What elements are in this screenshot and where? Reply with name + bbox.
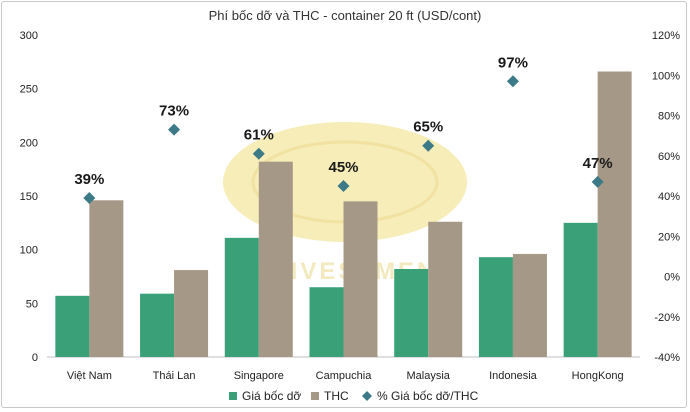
category-label-hongkong: HongKong <box>572 370 624 382</box>
point-pct-viet-nam <box>83 192 96 205</box>
bars-group <box>55 71 632 357</box>
y-right-tick-label: -20% <box>654 312 680 324</box>
y-left-tick-label: 150 <box>20 191 38 203</box>
point-pct-thai-lan <box>168 123 181 136</box>
bar-gia-boc-do-singapore <box>224 237 259 357</box>
bar-thc-thai-lan <box>174 270 209 357</box>
bar-gia-boc-do-indonesia <box>478 257 513 357</box>
y-right-tick-label: 60% <box>658 151 680 163</box>
y-right-tick-label: 40% <box>658 191 680 203</box>
category-label-viet-nam: Việt Nam <box>67 370 112 382</box>
bar-thc-hongkong <box>597 71 632 357</box>
y-right-tick-label: 100% <box>652 70 680 82</box>
category-label-indonesia: Indonesia <box>489 370 538 382</box>
bar-gia-boc-do-hongkong <box>563 222 598 357</box>
point-pct-indonesia <box>506 75 519 88</box>
data-label-pct-viet-nam: 39% <box>74 171 104 188</box>
chart-title: Phí bốc dỡ và THC - container 20 ft (USD… <box>209 8 482 23</box>
legend-label-thc: THC <box>324 389 349 403</box>
data-label-pct-malaysia: 65% <box>413 119 443 136</box>
y-left-tick-label: 250 <box>20 84 38 96</box>
data-label-pct-indonesia: 97% <box>498 54 528 71</box>
y-right-tick-label: -40% <box>654 352 680 364</box>
y-right-tick-label: 0% <box>664 272 680 284</box>
y-right-axis: -40% -20% 0% 20% 40% 60% 80% 100% 120% <box>652 30 680 364</box>
y-left-axis: 0 50 100 150 200 250 300 <box>20 30 38 364</box>
data-label-pct-campuchia: 45% <box>328 159 358 176</box>
legend-label-pct: % Giá bốc dỡ/THC <box>377 389 479 403</box>
bar-thc-campuchia <box>343 201 378 357</box>
point-pct-campuchia <box>337 179 350 192</box>
legend-swatch-gia-boc-do <box>229 392 237 400</box>
y-left-tick-label: 200 <box>20 137 38 149</box>
y-left-tick-label: 50 <box>26 298 38 310</box>
data-label-pct-hongkong: 47% <box>583 155 613 172</box>
y-left-tick-label: 300 <box>20 30 38 42</box>
data-label-pct-thai-lan: 73% <box>159 103 189 120</box>
point-pct-malaysia <box>422 139 435 152</box>
bar-thc-viet-nam <box>89 200 124 357</box>
category-label-singapore: Singapore <box>234 370 284 382</box>
bar-thc-singapore <box>258 161 293 357</box>
y-left-tick-label: 100 <box>20 245 38 257</box>
bar-gia-boc-do-thai-lan <box>140 293 175 357</box>
legend-swatch-pct <box>362 391 372 401</box>
y-right-tick-label: 20% <box>658 231 680 243</box>
y-right-tick-label: 120% <box>652 30 680 42</box>
bar-thc-indonesia <box>512 253 547 357</box>
legend-swatch-thc <box>311 392 319 400</box>
point-pct-hongkong <box>591 175 604 188</box>
legend: Giá bốc dỡ THC % Giá bốc dỡ/THC <box>229 389 479 403</box>
bar-thc-malaysia <box>428 221 463 357</box>
bar-gia-boc-do-campuchia <box>309 287 344 357</box>
legend-label-gia-boc-do: Giá bốc dỡ <box>242 389 301 403</box>
data-label-pct-singapore: 61% <box>244 127 274 144</box>
category-label-malaysia: Malaysia <box>407 370 451 382</box>
bar-gia-boc-do-viet-nam <box>55 295 90 357</box>
point-pct-singapore <box>252 147 265 160</box>
category-labels: Việt Nam Thái Lan Singapore Campuchia Malays… <box>67 370 624 382</box>
category-label-thai-lan: Thái Lan <box>153 370 196 382</box>
y-left-tick-label: 0 <box>32 352 38 364</box>
category-label-campuchia: Campuchia <box>316 370 373 382</box>
y-right-tick-label: 80% <box>658 111 680 123</box>
points-group: 39% 73% 61% 45% 65% 97% 47% <box>74 54 613 205</box>
bar-gia-boc-do-malaysia <box>394 268 429 357</box>
